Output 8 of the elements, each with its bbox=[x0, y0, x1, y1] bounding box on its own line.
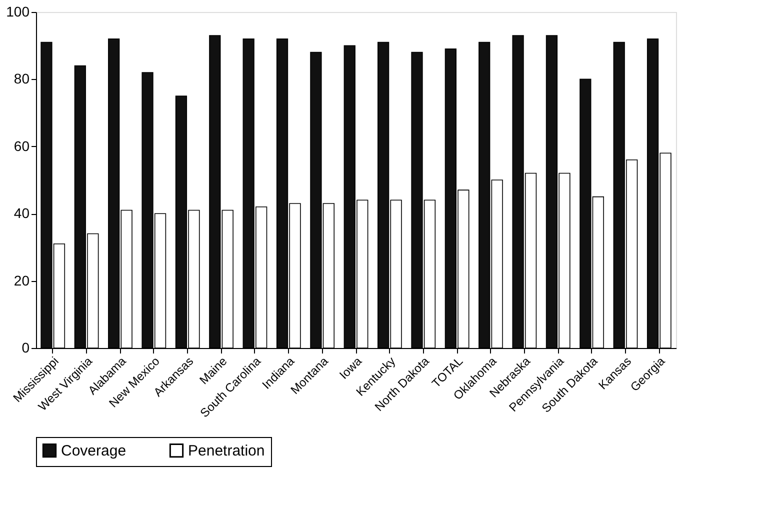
y-tick-label: 80 bbox=[14, 70, 30, 87]
y-tick-label: 0 bbox=[22, 340, 30, 356]
y-tick-label: 40 bbox=[14, 205, 30, 222]
legend-label: Penetration bbox=[188, 442, 265, 460]
legend-label: Coverage bbox=[61, 442, 126, 460]
y-tick-label: 20 bbox=[14, 272, 30, 288]
y-tick-label: 60 bbox=[14, 138, 30, 154]
y-tick-label: 100 bbox=[6, 4, 30, 20]
